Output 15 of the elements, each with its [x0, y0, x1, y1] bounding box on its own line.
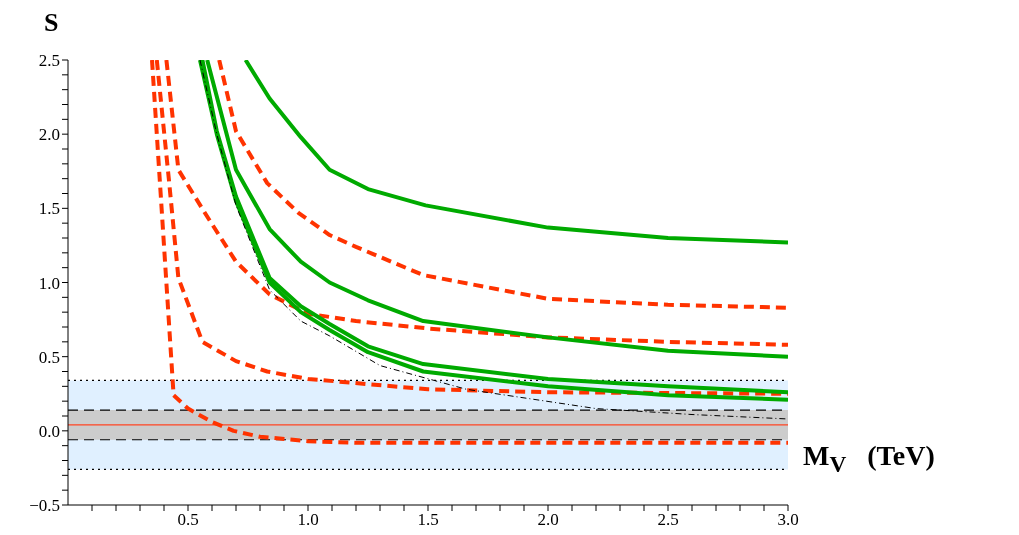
- y-tick-label: 2.5: [38, 51, 60, 71]
- x-tick-label: 2.0: [537, 510, 559, 530]
- x-axis-title: M$_{V}$ (TeV): [803, 440, 935, 478]
- y-tick-label: 2.0: [38, 125, 60, 145]
- y-axis-title: S: [44, 8, 59, 38]
- x-tick-label: 1.5: [417, 510, 439, 530]
- x-tick-label: 3.0: [777, 510, 799, 530]
- y-tick-label: 0.0: [38, 421, 60, 441]
- y-tick-label: 0.5: [38, 347, 60, 367]
- x-tick-label: 0.5: [177, 510, 199, 530]
- y-tick-label: 1.5: [38, 199, 60, 219]
- y-tick-label: −0.5: [29, 496, 60, 516]
- x-tick-label: 1.0: [297, 510, 319, 530]
- y-tick-label: 1.0: [38, 273, 60, 293]
- x-tick-label: 2.5: [657, 510, 679, 530]
